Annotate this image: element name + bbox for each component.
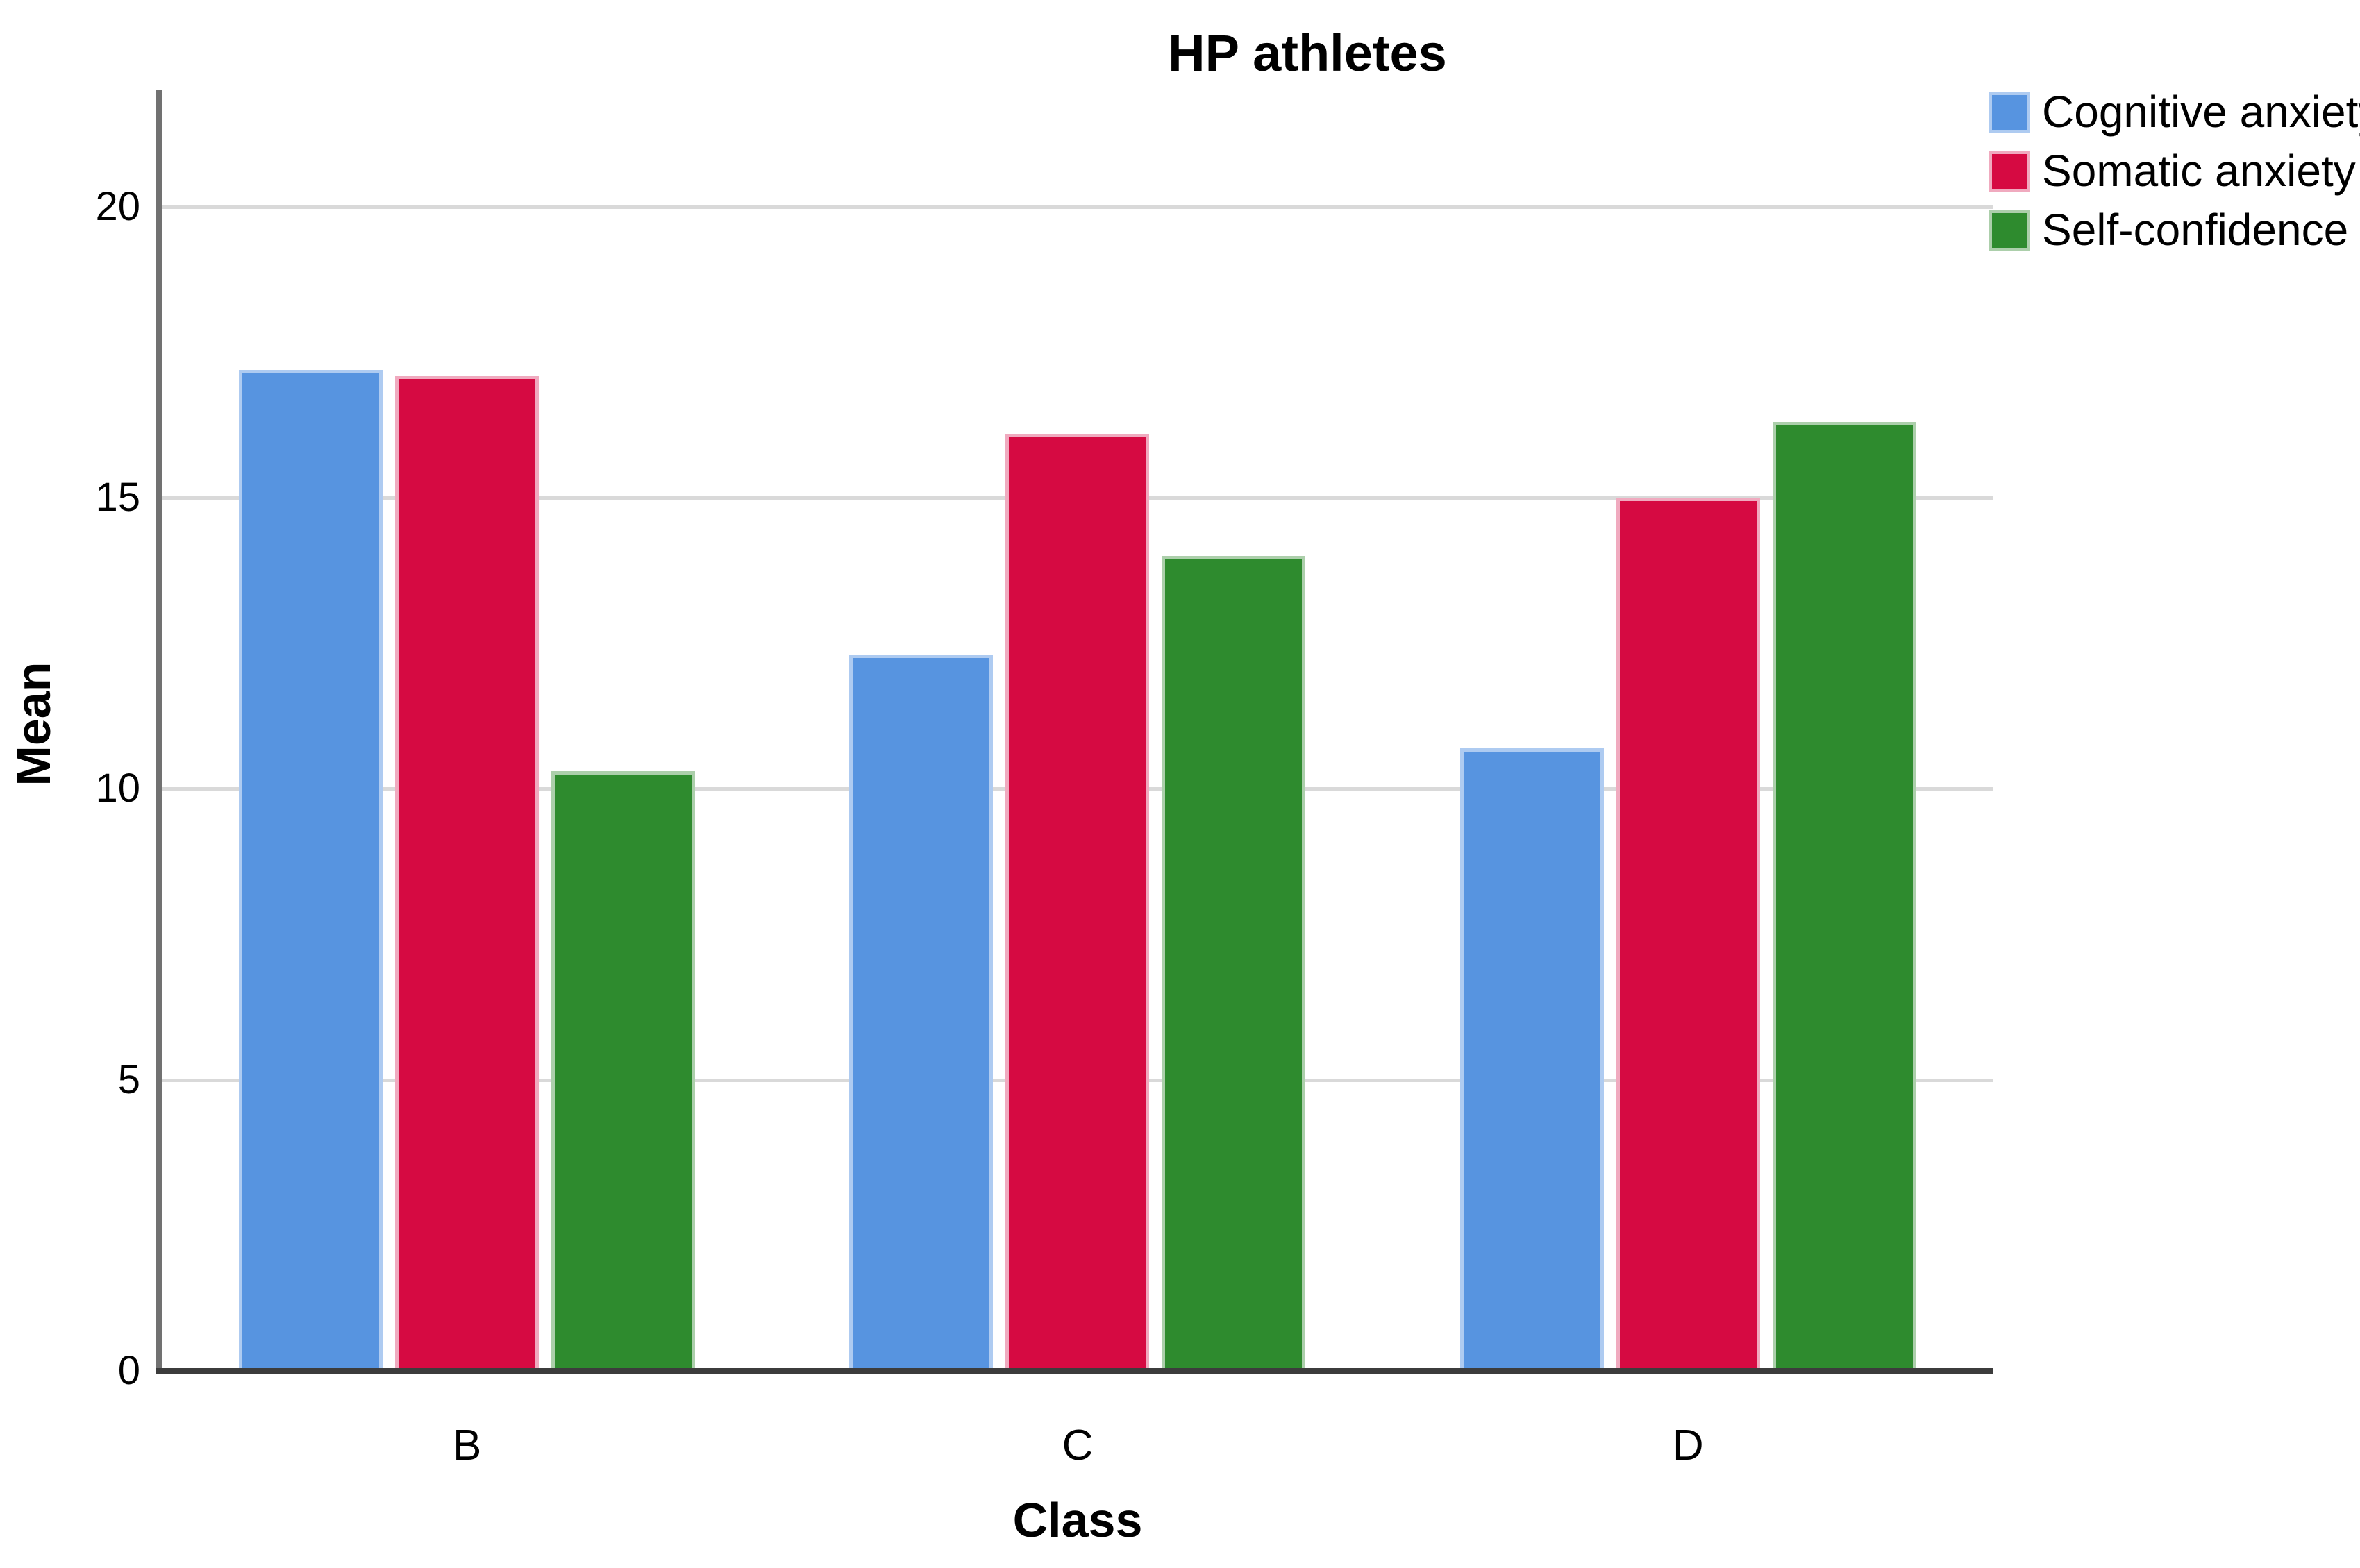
legend-item-self-confidence: Self-confidence — [1989, 207, 2360, 253]
legend-swatch-self-confidence — [1989, 209, 2030, 251]
legend-item-somatic-anxiety: Somatic anxiety — [1989, 146, 2360, 196]
legend-swatch-somatic-anxiety — [1989, 150, 2030, 192]
legend-label-somatic-anxiety: Somatic anxiety — [2042, 146, 2356, 196]
category-label-d: D — [1672, 1422, 1704, 1469]
bar-b-self-confidence — [551, 771, 696, 1371]
bar-c-self-confidence — [1162, 555, 1306, 1371]
bar-c-cognitive-anxiety — [849, 655, 994, 1371]
bar-group-c — [772, 90, 1382, 1371]
category-label-b: B — [452, 1422, 482, 1469]
legend: Cognitive anxiety Somatic anxiety Self-con… — [1989, 87, 2360, 254]
y-tick-label-15: 15 — [95, 475, 140, 521]
y-tick-label-5: 5 — [117, 1056, 140, 1102]
category-labels: B C D — [162, 1424, 1993, 1467]
category-label-c: C — [1062, 1422, 1094, 1469]
legend-item-cognitive-anxiety: Cognitive anxiety — [1989, 87, 2360, 137]
bar-group-b — [162, 90, 772, 1371]
bar-d-cognitive-anxiety — [1459, 748, 1604, 1371]
y-tick-label-20: 20 — [95, 183, 140, 229]
legend-swatch-cognitive-anxiety — [1989, 91, 2030, 133]
y-axis-title: Mean — [6, 661, 60, 786]
bar-d-somatic-anxiety — [1616, 498, 1760, 1371]
x-axis-line — [156, 1368, 1993, 1374]
bar-b-cognitive-anxiety — [239, 369, 383, 1371]
bar-d-self-confidence — [1772, 422, 1916, 1371]
gridline-20 — [162, 205, 1993, 209]
legend-label-self-confidence: Self-confidence — [2042, 205, 2349, 255]
y-tick-label-10: 10 — [95, 766, 140, 811]
plot-area — [156, 90, 1993, 1371]
bar-groups — [162, 90, 1993, 1371]
legend-label-cognitive-anxiety: Cognitive anxiety — [2042, 87, 2360, 137]
y-tick-label-0: 0 — [117, 1348, 140, 1393]
bar-b-somatic-anxiety — [395, 375, 539, 1371]
bar-c-somatic-anxiety — [1005, 433, 1150, 1371]
x-axis-title: Class — [1012, 1493, 1143, 1547]
chart-title: HP athletes — [1168, 24, 1447, 82]
bar-group-d — [1383, 90, 1993, 1371]
